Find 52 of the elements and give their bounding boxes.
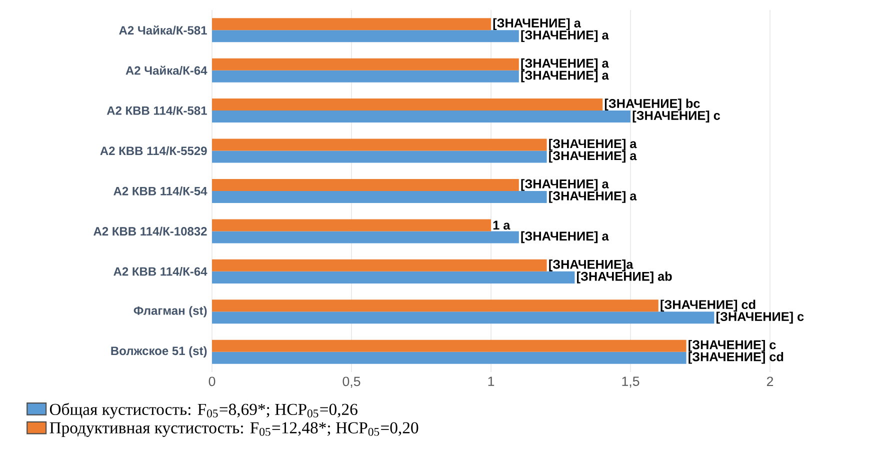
data-label: [ЗНАЧЕНИЕ] c (716, 312, 804, 324)
data-label: [ЗНАЧЕНИЕ] a (521, 30, 609, 42)
data-label: [ЗНАЧЕНИЕ] a (521, 58, 609, 70)
data-label: [ЗНАЧЕНИЕ] bc (604, 98, 700, 110)
y-tick-label: А2 Чайка/К-64 (126, 66, 208, 75)
data-label: [ЗНАЧЕНИЕ] a (521, 70, 609, 82)
data-label: [ЗНАЧЕНИЕ] c (632, 110, 720, 122)
bar (212, 178, 519, 191)
bar (212, 58, 519, 70)
bar (212, 219, 492, 232)
bar (212, 30, 519, 42)
y-tick-label: Флагман (st) (134, 306, 207, 318)
bar (212, 300, 658, 312)
bar (212, 271, 575, 284)
y-tick-label: А2 КВВ 114/К-64 (114, 266, 208, 276)
data-label: [ЗНАЧЕНИЕ] a (549, 138, 637, 151)
bar (212, 352, 686, 364)
y-tick-label: А2 Чайка/К-581 (119, 26, 207, 35)
data-label: [ЗНАЧЕНИЕ] a (549, 150, 637, 163)
x-tick-label: 2 (766, 376, 774, 386)
data-label: [ЗНАЧЕНИЕ] a (493, 18, 581, 30)
bar (212, 18, 492, 30)
y-tick-label: А2 КВВ 114/К-5529 (100, 146, 207, 156)
y-tick-label: А2 КВВ 114/К-581 (106, 106, 207, 116)
x-tick-label: 1,5 (622, 376, 640, 388)
bar (212, 70, 519, 82)
data-label: [ЗНАЧЕНИЕ] a (521, 179, 609, 191)
data-label: 1 a (493, 220, 510, 230)
x-tick-label: 1 (488, 376, 494, 386)
bar (212, 98, 603, 111)
legend-label: Общая кустистость: F$_{05}$=8,69*; НСР$_{05}$=0,26 (50, 402, 358, 418)
x-tick-label: 0 (208, 376, 216, 386)
x-tick-label: 0,5 (342, 376, 360, 388)
y-tick-label: А2 КВВ 114/К-54 (114, 186, 208, 196)
data-label: [ЗНАЧЕНИЕ] c (688, 340, 776, 352)
data-label: [ЗНАЧЕНИЕ] ab (577, 272, 672, 284)
bar (212, 259, 547, 272)
bar (212, 150, 547, 163)
data-label: [ЗНАЧЕНИЕ] cd (660, 300, 756, 312)
data-label: [ЗНАЧЕНИЕ]a (549, 260, 634, 272)
bar (212, 312, 714, 324)
bar (212, 138, 547, 151)
bar (212, 110, 630, 123)
bar (212, 231, 519, 244)
y-tick-label: Волжское 51 (st) (111, 346, 207, 358)
data-label: [ЗНАЧЕНИЕ] a (549, 191, 637, 203)
bar (212, 340, 686, 352)
data-label: [ЗНАЧЕНИЕ] cd (688, 352, 784, 364)
legend-label: Продуктивная кустистость: F$_{05}$=12,48*; НСР$_{05}$=0,20 (50, 422, 418, 437)
y-tick-label: А2 КВВ 114/К-10832 (94, 226, 207, 236)
bar (212, 190, 547, 203)
data-label: [ЗНАЧЕНИЕ] a (521, 231, 609, 244)
